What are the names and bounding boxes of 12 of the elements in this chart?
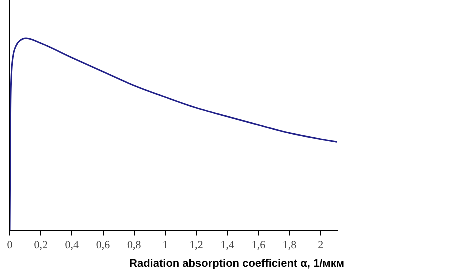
x-axis-title: Radiation absorption coefficient α, 1/мкм bbox=[128, 258, 346, 270]
x-tick-label: 1,8 bbox=[282, 239, 298, 252]
x-tick-label: 1,2 bbox=[190, 239, 204, 252]
x-tick-label: 0 bbox=[7, 239, 14, 252]
x-tick-label: 1 bbox=[162, 239, 168, 252]
x-tick-label: 0,8 bbox=[127, 239, 142, 252]
x-tick-label: 0,2 bbox=[34, 239, 48, 252]
x-tick-label: 1,6 bbox=[252, 239, 266, 252]
x-tick-label: 0,6 bbox=[96, 239, 111, 252]
x-tick-label: 1,4 bbox=[220, 239, 236, 252]
x-tick-label: 0,4 bbox=[65, 239, 80, 252]
x-tick-label: 2 bbox=[318, 239, 324, 252]
